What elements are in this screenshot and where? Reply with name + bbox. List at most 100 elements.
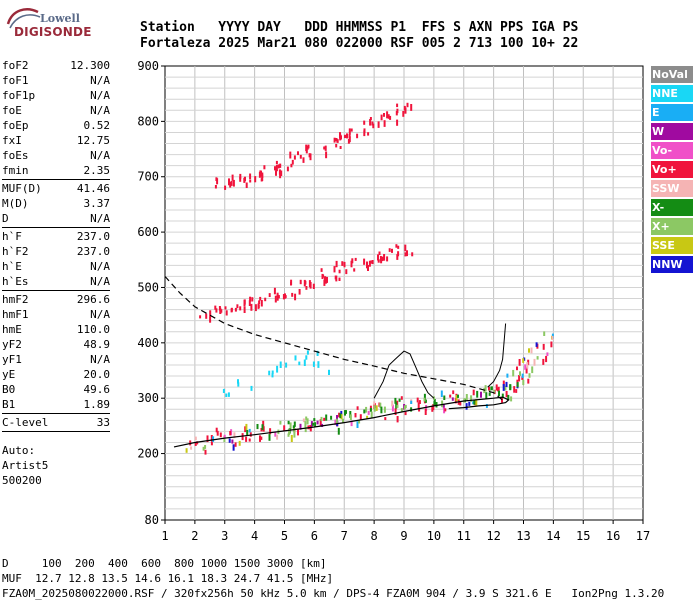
param-row: hmE 110.0 (2, 322, 110, 337)
param-value: N/A (90, 74, 110, 87)
x-tick-label: 16 (606, 529, 620, 543)
echo-mark (333, 137, 336, 143)
echo-mark (513, 386, 516, 393)
param-name: h`F (2, 230, 22, 243)
echo-mark (435, 402, 438, 408)
footer-muf-row: MUF 12.7 12.8 13.5 14.6 16.1 18.3 24.7 4… (2, 572, 334, 585)
logo-lowell-text: Lowell (40, 12, 80, 25)
param-name: hmE (2, 323, 22, 336)
x-tick-label: 12 (486, 529, 500, 543)
echo-mark (250, 303, 253, 311)
echo-mark (386, 256, 389, 262)
echo-mark (304, 426, 307, 433)
param-divider (2, 290, 110, 291)
echo-mark (359, 414, 362, 420)
echo-mark (354, 413, 357, 418)
x-tick-label: 6 (311, 529, 318, 543)
echo-mark (299, 279, 302, 285)
echo-mark (303, 359, 306, 366)
echo-mark (516, 366, 518, 371)
param-row: fmin 2.35 (2, 163, 110, 178)
echo-mark (304, 280, 307, 285)
echo-mark (339, 146, 342, 149)
echo-mark (238, 440, 241, 446)
echo-mark (305, 144, 308, 152)
param-value: 49.6 (83, 383, 111, 396)
echo-mark (316, 420, 319, 425)
echo-mark (305, 286, 308, 290)
echo-mark (396, 404, 399, 408)
echo-mark (338, 277, 341, 281)
echo-mark (543, 331, 546, 336)
echo-mark (289, 422, 292, 430)
echo-mark (542, 358, 545, 365)
echo-mark (214, 305, 217, 310)
param-name: MUF(D) (2, 182, 42, 195)
y-tick-label: 800 (137, 114, 159, 128)
x-tick-label: 7 (341, 529, 348, 543)
echo-mark (369, 407, 372, 412)
echo-mark (367, 132, 370, 136)
echo-mark (546, 352, 549, 356)
echo-mark (262, 426, 265, 432)
echo-mark (279, 171, 282, 179)
echo-mark (279, 163, 282, 168)
echo-mark (356, 406, 359, 410)
echo-mark (237, 382, 240, 387)
echo-mark (299, 423, 302, 430)
echo-mark (485, 392, 488, 399)
echo-mark (269, 428, 272, 435)
echo-mark (297, 151, 299, 156)
echo-mark (551, 335, 554, 340)
echo-mark (260, 178, 263, 182)
echo-mark (276, 292, 279, 298)
x-tick-label: 10 (427, 529, 441, 543)
param-value: 3.37 (83, 197, 111, 210)
param-row: yF2 48.9 (2, 337, 110, 352)
param-divider (2, 413, 110, 414)
echo-mark (275, 160, 278, 165)
footer-distance-row: D 100 200 400 600 800 1000 1500 3000 [km… (2, 557, 327, 570)
echo-mark (280, 170, 283, 176)
echo-mark (334, 419, 337, 426)
echo-mark (239, 306, 242, 311)
echo-mark (268, 370, 271, 376)
echo-mark (214, 185, 217, 189)
echo-mark (204, 449, 207, 455)
echo-mark (323, 146, 326, 150)
param-name: fxI (2, 134, 22, 147)
polarization-legend: NoVal NNE E W Vo- Vo+ SSW X- X+ SSE NNW (651, 66, 693, 275)
echo-mark (219, 432, 222, 438)
param-value: N/A (90, 104, 110, 117)
echo-mark (495, 384, 498, 391)
echo-mark (259, 170, 262, 174)
echo-mark (336, 139, 339, 143)
logo-swoosh-icon (6, 8, 41, 29)
echo-mark (248, 300, 251, 306)
o-trace-curve (173, 396, 510, 448)
autoscale-info: 500200 (2, 474, 42, 487)
param-row: yF1 N/A (2, 352, 110, 367)
echo-mark (505, 391, 508, 398)
echo-mark (512, 369, 515, 377)
echo-mark (442, 403, 445, 409)
echo-mark (387, 114, 390, 119)
echo-mark (333, 266, 336, 273)
echo-mark (274, 295, 277, 303)
echo-mark (271, 373, 274, 378)
param-value: 41.46 (76, 182, 110, 195)
echo-mark (388, 248, 391, 252)
echo-mark (536, 356, 539, 360)
echo-mark (396, 108, 399, 114)
param-row: foF1 N/A (2, 73, 110, 88)
header-values: Fortaleza 2025 Mar21 080 022000 RSF 005 … (140, 36, 579, 51)
echo-mark (190, 446, 193, 450)
echo-mark (275, 170, 277, 176)
echo-mark (283, 425, 286, 431)
echo-mark (349, 414, 352, 420)
echo-mark (249, 173, 252, 180)
footer-file-info: FZA0M_2025080022000.RSF / 320fx256h 50 k… (2, 587, 665, 600)
echo-mark (229, 181, 232, 188)
echo-mark (231, 439, 234, 444)
echo-mark (206, 435, 209, 443)
